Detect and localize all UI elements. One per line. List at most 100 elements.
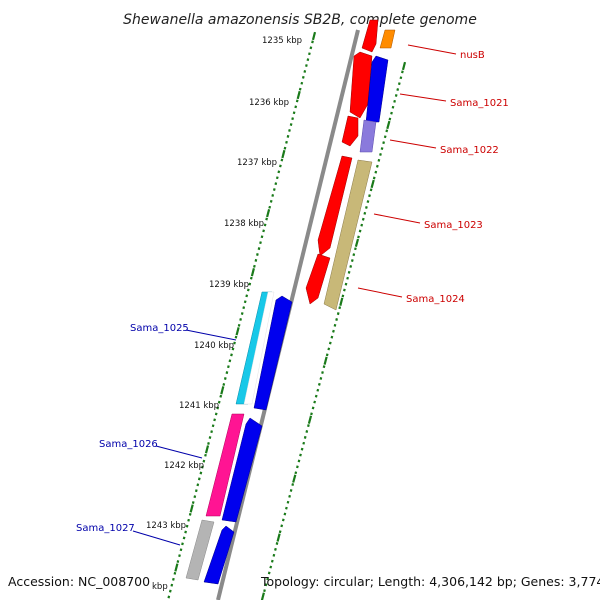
left-scale-minor-tick	[182, 536, 186, 540]
left-scale-minor-tick	[201, 465, 204, 469]
reverse-genes	[185, 291, 293, 585]
right-scale-minor-tick	[396, 88, 400, 91]
kbp-label-1240: 1240 kbp	[194, 341, 234, 351]
gene-sama-1023[interactable]	[323, 159, 373, 311]
right-scale-minor-tick	[316, 388, 320, 392]
label-sama-1027[interactable]: Sama_1027	[76, 523, 135, 534]
gene-nusb[interactable]	[379, 29, 396, 49]
right-scale-minor-tick	[269, 565, 273, 569]
right-scale-major-tick	[339, 297, 344, 306]
left-scale-minor-tick	[167, 595, 171, 599]
left-scale-minor-tick	[178, 554, 181, 558]
kbp-label-1236: 1236 kbp	[249, 98, 289, 108]
right-scale-minor-tick	[354, 247, 357, 251]
right-scale-minor-tick	[394, 94, 398, 97]
label-sama-1021[interactable]: Sama_1021	[450, 98, 509, 109]
left-scale-minor-tick	[303, 70, 307, 73]
right-scale-minor-tick	[270, 559, 274, 563]
right-scale-minor-tick	[327, 347, 331, 351]
right-scale-minor-tick	[333, 323, 337, 327]
left-scale-minor-tick	[222, 383, 226, 386]
right-scale-minor-tick	[361, 217, 365, 221]
right-scale-minor-tick	[325, 353, 329, 357]
leader-sama-1025	[185, 329, 237, 341]
gene-red-2[interactable]	[341, 115, 359, 147]
right-scale-minor-tick	[380, 147, 384, 151]
left-scale-minor-tick	[249, 276, 253, 280]
right-scale-minor-tick	[303, 435, 307, 439]
gene-blue-1[interactable]	[253, 295, 293, 411]
label-sama-1023[interactable]: Sama_1023	[424, 220, 483, 231]
gene-partial-top-red[interactable]	[361, 19, 379, 53]
left-scale-minor-tick	[207, 442, 210, 445]
gene-sama-1022[interactable]	[359, 119, 377, 153]
label-sama-1024[interactable]: Sama_1024	[406, 294, 465, 305]
right-scale-minor-tick	[385, 129, 389, 133]
left-scale-major-tick	[174, 563, 179, 572]
reverse-gene-labels: Sama_1025 Sama_1026 Sama_1027	[76, 323, 237, 546]
right-scale-minor-tick	[307, 424, 310, 428]
leader-nusb	[407, 44, 457, 55]
gene-blue-3[interactable]	[203, 525, 235, 585]
right-scale-minor-tick	[357, 235, 360, 239]
gene-sama-1023-red[interactable]	[317, 155, 353, 257]
gene-sama-1027[interactable]	[185, 519, 215, 581]
left-scale-minor-tick	[274, 182, 278, 186]
right-scale-minor-tick	[322, 365, 326, 369]
left-scale-major-tick	[204, 445, 210, 454]
right-scale-minor-tick	[286, 500, 290, 504]
label-sama-1025[interactable]: Sama_1025	[130, 323, 189, 334]
leader-sama-1022	[389, 139, 437, 149]
left-scale-major-tick	[189, 504, 194, 513]
right-scale-minor-tick	[314, 394, 318, 398]
right-scale-minor-tick	[280, 524, 284, 528]
right-scale-minor-tick	[274, 547, 277, 551]
left-scale-minor-tick	[262, 229, 265, 233]
gene-sama-1026[interactable]	[205, 413, 245, 517]
scale-ticks-right	[260, 61, 407, 600]
right-scale-minor-tick	[372, 176, 376, 180]
right-scale-minor-tick	[347, 270, 351, 274]
right-scale-major-tick	[386, 120, 391, 130]
left-scale-minor-tick	[277, 170, 281, 174]
left-scale-minor-tick	[275, 176, 279, 180]
gene-sama-1024[interactable]	[305, 253, 331, 305]
left-scale-minor-tick	[181, 542, 184, 546]
left-scale-minor-tick	[256, 253, 259, 256]
right-scale-minor-tick	[310, 412, 313, 416]
right-scale-major-tick	[354, 238, 360, 247]
left-scale-minor-tick	[202, 459, 206, 463]
left-scale-minor-tick	[225, 371, 229, 375]
left-scale-minor-tick	[197, 477, 201, 481]
left-scale-major-tick	[235, 327, 240, 336]
right-scale-minor-tick	[302, 441, 306, 445]
left-scale-minor-tick	[230, 353, 233, 357]
label-sama-1022[interactable]: Sama_1022	[440, 145, 499, 156]
left-scale-major-tick	[296, 90, 301, 100]
right-scale-major-tick	[307, 415, 313, 424]
left-scale-minor-tick	[248, 282, 252, 286]
left-scale-minor-tick	[298, 87, 302, 91]
left-scale-minor-tick	[213, 418, 216, 422]
right-scale-minor-tick	[391, 105, 395, 109]
right-scale-minor-tick	[332, 329, 335, 333]
gene-red-1[interactable]	[349, 51, 373, 119]
left-scale-minor-tick	[208, 436, 212, 439]
gene-blue-2[interactable]	[221, 417, 263, 523]
label-sama-1026[interactable]: Sama_1026	[99, 439, 158, 450]
label-nusb[interactable]: nusB	[460, 50, 485, 61]
left-scale-minor-tick	[260, 235, 264, 239]
right-scale-minor-tick	[365, 206, 368, 209]
right-scale-minor-tick	[374, 170, 378, 174]
right-scale-minor-tick	[278, 530, 282, 534]
left-scale-minor-tick	[254, 258, 258, 262]
left-scale-minor-tick	[309, 46, 313, 50]
left-scale-minor-tick	[289, 123, 293, 126]
left-scale-minor-tick	[295, 99, 299, 103]
left-scale-minor-tick	[300, 81, 304, 85]
right-scale-minor-tick	[390, 111, 393, 115]
right-scale-minor-tick	[311, 406, 315, 410]
left-scale-minor-tick	[294, 105, 298, 109]
right-scale-minor-tick	[388, 117, 392, 121]
